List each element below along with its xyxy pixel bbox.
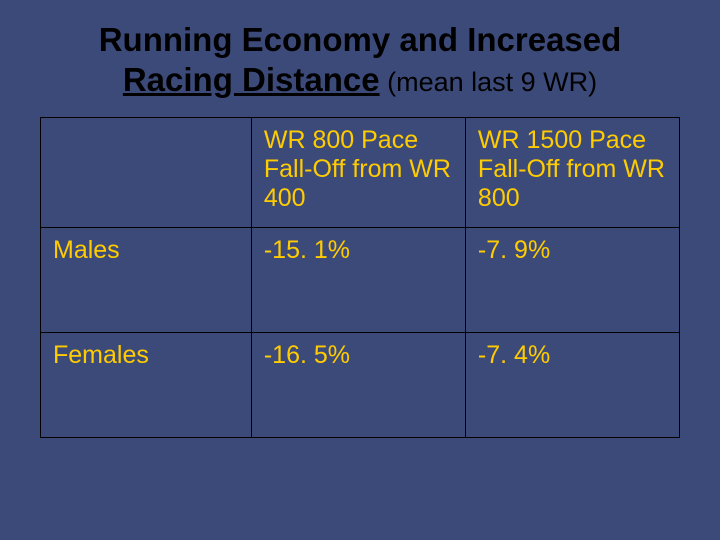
table-row: Males -15. 1% -7. 9% xyxy=(41,228,680,333)
table-header-row: WR 800 Pace Fall-Off from WR 400 WR 1500… xyxy=(41,118,680,228)
slide-title: Running Economy and Increased Racing Dis… xyxy=(40,20,680,99)
table-cell-value: -16. 5% xyxy=(251,333,465,438)
table-header-cell xyxy=(41,118,252,228)
title-line2: Racing Distance (mean last 9 WR) xyxy=(40,60,680,100)
table-row: Females -16. 5% -7. 4% xyxy=(41,333,680,438)
title-subtitle: (mean last 9 WR) xyxy=(380,67,598,97)
table-cell-rowlabel: Females xyxy=(41,333,252,438)
table-cell-value: -15. 1% xyxy=(251,228,465,333)
table-cell-value: -7. 4% xyxy=(465,333,679,438)
title-line1: Running Economy and Increased xyxy=(40,20,680,60)
title-underlined-text: Racing Distance xyxy=(123,61,380,98)
table-cell-value: -7. 9% xyxy=(465,228,679,333)
table-header-cell: WR 1500 Pace Fall-Off from WR 800 xyxy=(465,118,679,228)
data-table: WR 800 Pace Fall-Off from WR 400 WR 1500… xyxy=(40,117,680,438)
slide: Running Economy and Increased Racing Dis… xyxy=(0,0,720,540)
table-header-cell: WR 800 Pace Fall-Off from WR 400 xyxy=(251,118,465,228)
table-cell-rowlabel: Males xyxy=(41,228,252,333)
